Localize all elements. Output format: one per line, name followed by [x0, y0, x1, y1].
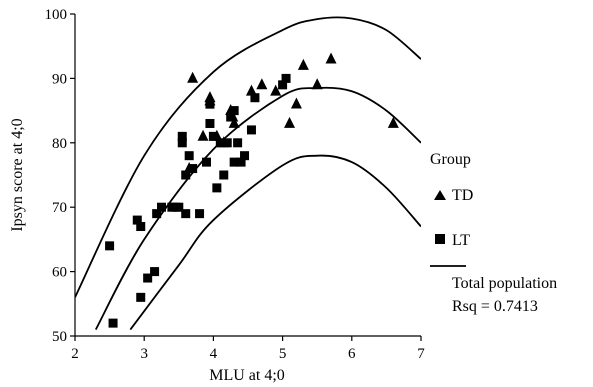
lt-point [181, 170, 191, 180]
td-point [245, 84, 257, 96]
fit-curve-fit [94, 86, 421, 330]
x-tick-label: 5 [279, 346, 287, 362]
lt-point [229, 106, 239, 116]
td-point [284, 116, 296, 128]
lt-point [201, 157, 211, 167]
fit-curve-lower [129, 154, 421, 331]
lt-point [219, 170, 229, 180]
lt-point [143, 273, 153, 283]
td-point [387, 116, 399, 128]
lt-point [150, 267, 160, 277]
x-axis-label: MLU at 4;0 [209, 367, 285, 384]
lt-point [177, 131, 187, 141]
legend-entry-td: TD [452, 187, 473, 204]
legend-entry-lt: LT [452, 232, 470, 249]
lt-point [132, 215, 142, 225]
lt-point [184, 151, 194, 161]
lt-point [105, 241, 115, 251]
axes: 2 3 4 5 6 7 50 60 70 80 90 100 [45, 7, 426, 362]
td-point [270, 84, 282, 96]
legend-entry-total-population: Total population [452, 275, 557, 292]
y-tick-label: 90 [52, 71, 67, 87]
lt-point [157, 202, 166, 212]
td-point [256, 78, 268, 90]
x-tick-label: 4 [210, 346, 218, 362]
td-point [197, 129, 209, 141]
lt-point [205, 99, 215, 109]
y-tick-label: 100 [45, 7, 68, 23]
x-tick-label: 2 [71, 346, 79, 362]
y-axis-label: Ipsyn score at 4;0 [9, 118, 26, 231]
legend-square-marker [435, 234, 445, 244]
td-point [297, 58, 309, 70]
lt-point [174, 202, 184, 212]
lt-point [236, 157, 246, 167]
x-tick-label: 3 [140, 346, 148, 362]
x-tick-label: 7 [417, 346, 425, 362]
lt-point [108, 318, 118, 328]
lt-point [215, 138, 225, 148]
lt-point [205, 118, 215, 128]
lt-point [136, 222, 146, 232]
fit-curve-upper [75, 16, 421, 298]
legend-triangle-marker [434, 190, 446, 200]
lt-point [222, 138, 232, 148]
legend-fit-stat: Rsq = 0.7413 [452, 298, 538, 315]
lt-point [195, 209, 205, 219]
y-tick-label: 50 [52, 329, 67, 345]
y-tick-label: 80 [52, 136, 67, 152]
lt-point [212, 183, 222, 193]
x-tick-label: 6 [348, 346, 356, 362]
legend-title: Group [430, 151, 471, 168]
lt-point [240, 151, 250, 161]
lt-point [188, 164, 198, 174]
lt-point [229, 157, 239, 167]
lt-point [226, 112, 236, 122]
td-point [187, 71, 199, 83]
lt-point [181, 209, 191, 219]
lt-point [177, 138, 187, 148]
td-point [325, 52, 337, 64]
td-point [311, 78, 323, 90]
td-point [228, 116, 240, 128]
lt-point [278, 80, 288, 90]
lt-point [246, 125, 256, 135]
lt-point [136, 292, 146, 302]
data-points [105, 52, 399, 328]
legend: Group TD LT Total population Rsq = 0.741… [430, 151, 557, 315]
y-tick-label: 70 [52, 200, 67, 216]
lt-point [208, 131, 218, 141]
lt-point [152, 209, 162, 219]
y-tick-label: 60 [52, 265, 67, 281]
lt-point [250, 93, 260, 103]
td-point [290, 97, 302, 109]
lt-point [281, 73, 291, 83]
lt-point [233, 138, 243, 148]
fit-curves [75, 16, 421, 331]
